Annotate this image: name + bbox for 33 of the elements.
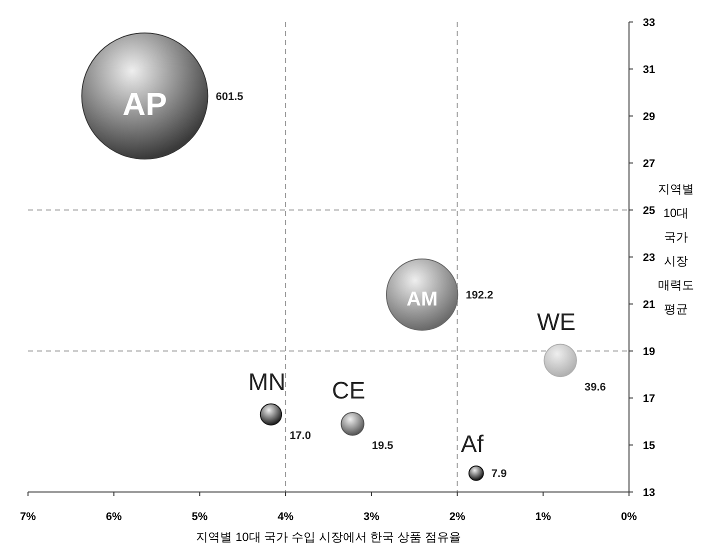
series-label: MN xyxy=(248,368,286,396)
y-tick-label: 33 xyxy=(642,17,656,29)
series-label: WE xyxy=(536,309,576,336)
y-tick-label: 29 xyxy=(642,111,656,123)
x-tick-label: 3% xyxy=(363,511,380,523)
series-label: AP xyxy=(122,86,167,122)
x-tick-label: 0% xyxy=(621,511,638,523)
data-label: 17.0 xyxy=(290,430,311,442)
y-tick-label: 13 xyxy=(642,487,656,499)
x-axis-title: 지역별 10대 국가 수입 시장에서 한국 상품 점유율 xyxy=(196,530,461,544)
x-tick-label: 1% xyxy=(535,511,552,523)
data-label: 192.2 xyxy=(466,290,494,302)
y-axis-title: 지역별 10대 국가 시장 매력도 평균 xyxy=(658,182,694,316)
y-tick-label: 23 xyxy=(642,252,656,264)
y-tick-label: 19 xyxy=(642,346,656,358)
x-tick-label: 5% xyxy=(192,511,208,523)
y-tick-label: 31 xyxy=(642,64,656,76)
data-label: 19.5 xyxy=(372,440,394,452)
y-tick-label: 25 xyxy=(642,205,656,217)
y-tick-label: 15 xyxy=(642,440,656,452)
x-tick-label: 4% xyxy=(278,511,294,523)
series-label: Af xyxy=(460,430,484,458)
y-tick-label: 17 xyxy=(642,393,656,405)
data-label: 601.5 xyxy=(216,91,244,104)
x-tick-label: 2% xyxy=(449,511,466,523)
series-label: CE xyxy=(332,378,366,405)
x-tick-label: 6% xyxy=(106,511,122,523)
y-tick-label: 21 xyxy=(642,299,656,311)
data-label: 7.9 xyxy=(491,468,507,480)
y-tick-label: 27 xyxy=(642,158,656,170)
data-label: 39.6 xyxy=(584,382,606,394)
x-tick-label: 7% xyxy=(20,511,36,523)
series-label: AM xyxy=(406,288,438,310)
